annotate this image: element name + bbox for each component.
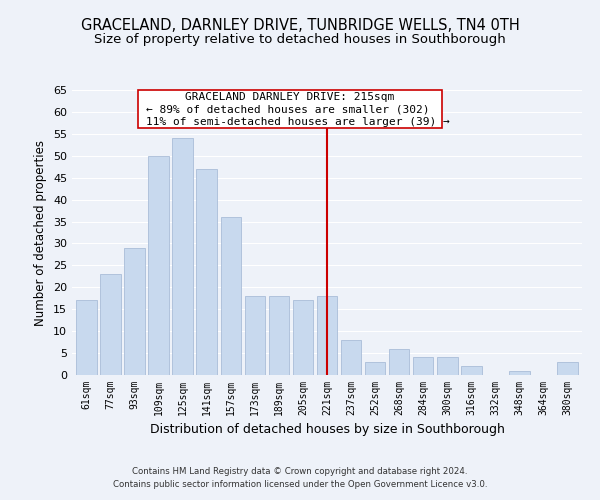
Bar: [413, 358, 433, 375]
Bar: [557, 362, 578, 375]
Bar: [269, 296, 289, 375]
Bar: [461, 366, 482, 375]
Bar: [124, 248, 145, 375]
Bar: [437, 358, 458, 375]
X-axis label: Distribution of detached houses by size in Southborough: Distribution of detached houses by size …: [149, 424, 505, 436]
Bar: [245, 296, 265, 375]
Bar: [196, 169, 217, 375]
Bar: [148, 156, 169, 375]
Bar: [341, 340, 361, 375]
Text: Contains HM Land Registry data © Crown copyright and database right 2024.
Contai: Contains HM Land Registry data © Crown c…: [113, 468, 487, 489]
FancyBboxPatch shape: [139, 90, 442, 128]
Bar: [76, 300, 97, 375]
Text: ← 89% of detached houses are smaller (302): ← 89% of detached houses are smaller (30…: [146, 105, 430, 115]
Bar: [389, 348, 409, 375]
Text: GRACELAND, DARNLEY DRIVE, TUNBRIDGE WELLS, TN4 0TH: GRACELAND, DARNLEY DRIVE, TUNBRIDGE WELL…: [80, 18, 520, 32]
Bar: [365, 362, 385, 375]
Bar: [221, 217, 241, 375]
Bar: [509, 370, 530, 375]
Bar: [172, 138, 193, 375]
Text: 11% of semi-detached houses are larger (39) →: 11% of semi-detached houses are larger (…: [146, 117, 450, 127]
Text: Size of property relative to detached houses in Southborough: Size of property relative to detached ho…: [94, 32, 506, 46]
Text: GRACELAND DARNLEY DRIVE: 215sqm: GRACELAND DARNLEY DRIVE: 215sqm: [185, 92, 395, 102]
Bar: [317, 296, 337, 375]
Y-axis label: Number of detached properties: Number of detached properties: [34, 140, 47, 326]
Bar: [293, 300, 313, 375]
Bar: [100, 274, 121, 375]
